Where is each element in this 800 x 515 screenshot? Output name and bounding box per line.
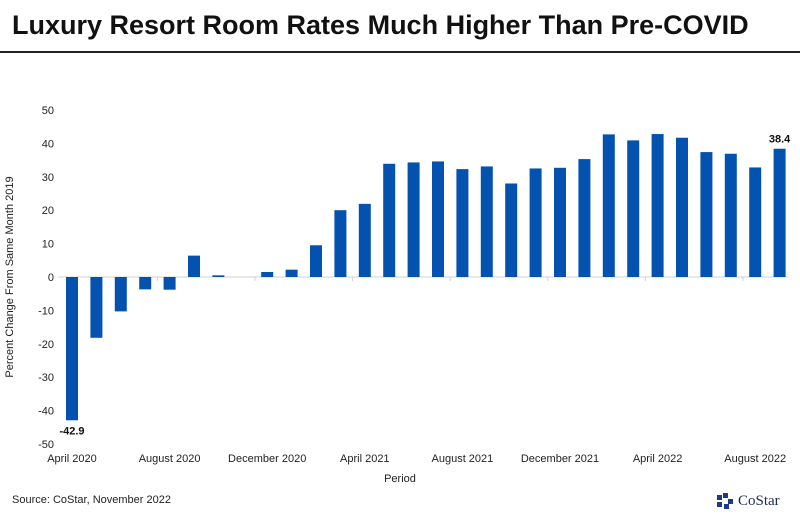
bar-nov-2021 xyxy=(529,168,542,277)
bar-jan-2022 xyxy=(578,159,591,277)
y-axis-label: Percent Change From Same Month 2019 xyxy=(4,176,16,377)
bar-sep-2021 xyxy=(480,166,493,277)
costar-star-icon xyxy=(717,493,733,509)
y-tick-label: 30 xyxy=(42,172,54,184)
bar-mar-2022 xyxy=(627,140,640,277)
x-tick-label: August 2021 xyxy=(432,453,494,465)
data-label: -42.9 xyxy=(59,425,84,437)
y-tick-label: 10 xyxy=(42,239,54,251)
x-tick-label: August 2020 xyxy=(139,453,201,465)
bar-apr-2020 xyxy=(66,277,78,421)
title-divider xyxy=(0,51,800,53)
x-tick-label: December 2020 xyxy=(228,453,306,465)
bar-oct-2020 xyxy=(212,275,225,277)
bar-may-2021 xyxy=(383,163,396,277)
bar-aug-2022 xyxy=(749,167,762,277)
costar-logo: CoStar xyxy=(716,492,780,510)
y-tick-label: 40 xyxy=(42,138,54,150)
y-tick-label: 50 xyxy=(42,105,54,117)
bar-jul-2022 xyxy=(724,153,737,277)
bar-jun-2022 xyxy=(700,152,713,277)
bar-dec-2021 xyxy=(554,167,566,277)
x-tick-label: April 2022 xyxy=(633,453,683,465)
x-tick-label: August 2022 xyxy=(724,453,786,465)
bar-may-2020 xyxy=(90,277,103,338)
bar-jul-2020 xyxy=(139,277,152,290)
y-tick-label: -30 xyxy=(38,372,54,384)
logo-text: CoStar xyxy=(738,492,780,509)
bar-dec-2020 xyxy=(261,271,274,277)
chart-title: Luxury Resort Room Rates Much Higher Tha… xyxy=(12,10,749,40)
bar-may-2022 xyxy=(676,137,688,277)
x-tick-label: April 2021 xyxy=(340,453,390,465)
bar-jul-2021 xyxy=(432,161,444,277)
y-tick-label: -10 xyxy=(38,305,54,317)
bar-jan-2021 xyxy=(285,269,298,277)
bar-apr-2022 xyxy=(651,134,664,277)
x-tick-label: December 2021 xyxy=(521,453,599,465)
bar-aug-2021 xyxy=(456,169,469,277)
y-tick-label: 0 xyxy=(48,272,54,284)
bar-feb-2022 xyxy=(602,134,615,277)
bar-sep-2020 xyxy=(188,255,200,277)
bar-feb-2021 xyxy=(310,245,322,277)
y-tick-label: 20 xyxy=(42,205,54,217)
bar-oct-2021 xyxy=(505,183,518,277)
data-label: 38.4 xyxy=(769,134,791,146)
y-tick-label: -40 xyxy=(38,406,54,418)
x-tick-label: April 2020 xyxy=(47,453,97,465)
bar-mar-2021 xyxy=(334,210,347,277)
y-tick-label: -50 xyxy=(38,439,54,451)
source-note: Source: CoStar, November 2022 xyxy=(12,494,171,506)
bar-sep-2022 xyxy=(773,148,786,277)
bar-jun-2021 xyxy=(407,162,420,277)
x-axis-label: Period xyxy=(384,473,416,485)
bar-jun-2020 xyxy=(114,277,127,312)
bar-apr-2021 xyxy=(358,203,371,277)
y-tick-label: -20 xyxy=(38,339,54,351)
bar-aug-2020 xyxy=(163,277,176,290)
